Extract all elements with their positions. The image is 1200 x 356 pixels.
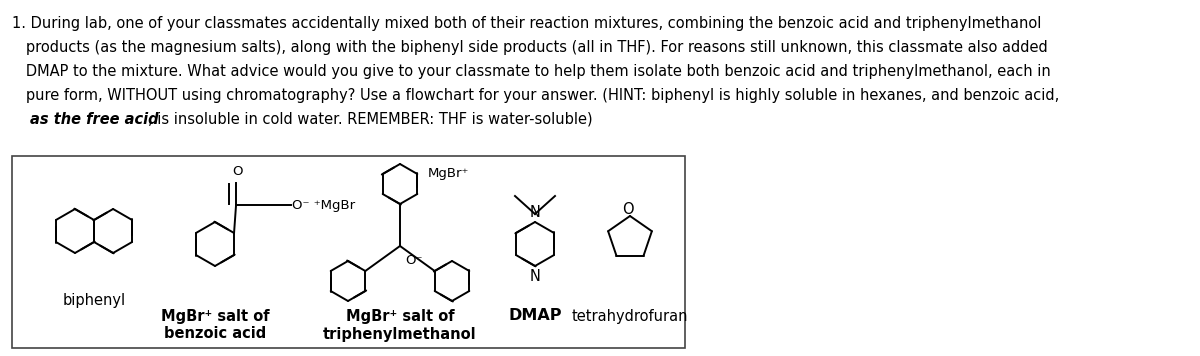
Text: O⁻ ⁺MgBr: O⁻ ⁺MgBr (292, 199, 355, 211)
Text: 1. During lab, one of your classmates accidentally mixed both of their reaction : 1. During lab, one of your classmates ac… (12, 16, 1042, 31)
Text: O: O (622, 201, 634, 216)
Text: products (as the magnesium salts), along with the biphenyl side products (all in: products (as the magnesium salts), along… (12, 40, 1048, 55)
Text: MgBr⁺ salt of: MgBr⁺ salt of (346, 309, 455, 324)
Text: O⁻: O⁻ (406, 254, 422, 267)
Text: N: N (529, 205, 540, 220)
Text: as the free acid: as the free acid (30, 112, 158, 127)
Text: O: O (232, 165, 242, 178)
Text: DMAP to the mixture. What advice would you give to your classmate to help them i: DMAP to the mixture. What advice would y… (12, 64, 1051, 79)
Text: biphenyl: biphenyl (62, 293, 126, 309)
Bar (12, 156, 685, 348)
Text: pure form, WITHOUT using chromatography? Use a flowchart for your answer. (HINT:: pure form, WITHOUT using chromatography?… (12, 88, 1060, 103)
Text: N: N (529, 269, 540, 284)
Text: MgBr⁺ salt of: MgBr⁺ salt of (161, 309, 269, 324)
Text: DMAP: DMAP (509, 309, 562, 324)
Text: MgBr⁺: MgBr⁺ (428, 168, 469, 180)
Text: tetrahydrofuran: tetrahydrofuran (571, 309, 689, 324)
Text: benzoic acid: benzoic acid (164, 326, 266, 341)
Text: triphenylmethanol: triphenylmethanol (323, 326, 476, 341)
Text: , is insoluble in cold water. REMEMBER: THF is water-soluble): , is insoluble in cold water. REMEMBER: … (148, 112, 593, 127)
